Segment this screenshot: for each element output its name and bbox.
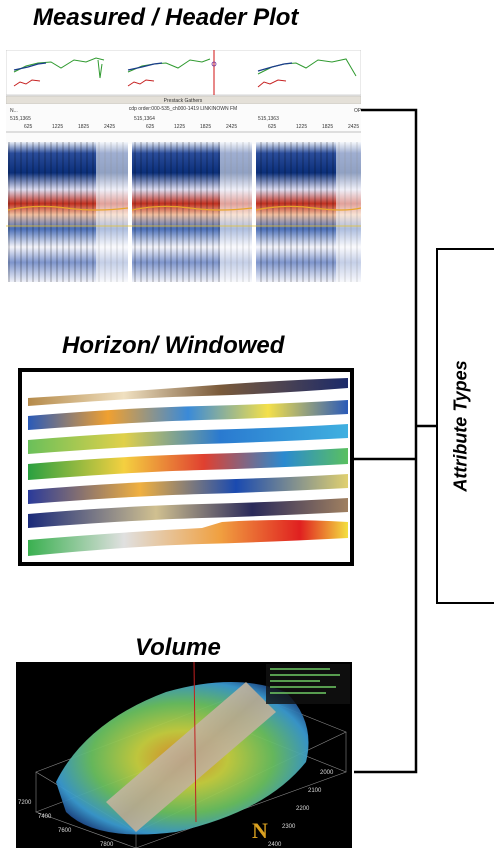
horizon-windowed-image (18, 368, 354, 566)
svg-text:1825: 1825 (200, 124, 211, 130)
volume-image: 7200 7400 7600 7800 2000 2100 2200 2300 … (16, 662, 352, 848)
horizon-band-3 (28, 424, 348, 454)
vertical-seismic-slice (106, 682, 276, 832)
measured-header-plot-image: Prestack Gathers N... OP cdp order:000-5… (6, 50, 361, 282)
svg-text:1825: 1825 (78, 124, 89, 130)
axis-label-right-4: 2300 (282, 824, 296, 830)
svg-text:2425: 2425 (226, 124, 237, 130)
horizon-band-1 (28, 378, 348, 406)
svg-text:1225: 1225 (52, 124, 63, 130)
measured-header-plot-title: Measured / Header Plot (33, 4, 299, 31)
gather-label-3: 515,1363 (258, 116, 279, 122)
attribute-types-label: Attribute Types (450, 360, 471, 492)
axis-label-right-1: 2000 (320, 770, 334, 776)
corner-label-left: N... (10, 108, 18, 114)
north-arrow-icon: N (252, 818, 268, 843)
axis-label-left-3: 7600 (58, 828, 72, 834)
axis-label-right-5: 2400 (268, 842, 282, 848)
horizon-windowed-title: Horizon/ Windowed (62, 332, 285, 359)
attribute-types-box (436, 248, 494, 604)
tick-labels-gather-2: 625 1225 1825 2425 (146, 124, 237, 130)
svg-text:625: 625 (24, 124, 33, 130)
gathers-header: Prestack Gathers (164, 98, 203, 104)
horizon-band-5 (28, 474, 348, 504)
gather-label-1: 515,1365 (10, 116, 31, 122)
axis-label-left-4: 7800 (100, 842, 114, 848)
seismic-gather-2 (131, 142, 253, 282)
svg-text:625: 625 (268, 124, 277, 130)
svg-text:1225: 1225 (174, 124, 185, 130)
connector-measured (354, 108, 418, 774)
axis-label-right-3: 2200 (296, 806, 310, 812)
horizon-band-7 (28, 520, 348, 556)
corner-label-right: OP (354, 108, 361, 114)
header-plot-panel-3 (257, 58, 357, 88)
axis-label-left-1: 7200 (18, 800, 32, 806)
volume-title: Volume (135, 634, 221, 661)
seismic-gather-1 (7, 142, 129, 282)
horizon-band-4 (28, 448, 348, 480)
axis-label-left-2: 7400 (38, 814, 52, 820)
svg-text:1825: 1825 (322, 124, 333, 130)
tick-labels-gather-3: 625 1225 1825 2425 (268, 124, 359, 130)
svg-text:2425: 2425 (348, 124, 359, 130)
gather-label-2: 515,1364 (134, 116, 155, 122)
seismic-gather-3 (255, 142, 361, 282)
svg-text:1225: 1225 (296, 124, 307, 130)
svg-text:2425: 2425 (104, 124, 115, 130)
gathers-axis-caption: cdp order:000-535_ch000-1419 LINKINOWN F… (129, 106, 237, 112)
tick-labels-gather-1: 625 1225 1825 2425 (24, 124, 115, 130)
axis-label-right-2: 2100 (308, 788, 322, 794)
header-plot-panel-2 (127, 50, 217, 95)
header-plot-panel-1 (13, 57, 105, 87)
svg-text:625: 625 (146, 124, 155, 130)
horizon-band-2 (28, 400, 348, 430)
horizon-band-6 (28, 498, 348, 528)
